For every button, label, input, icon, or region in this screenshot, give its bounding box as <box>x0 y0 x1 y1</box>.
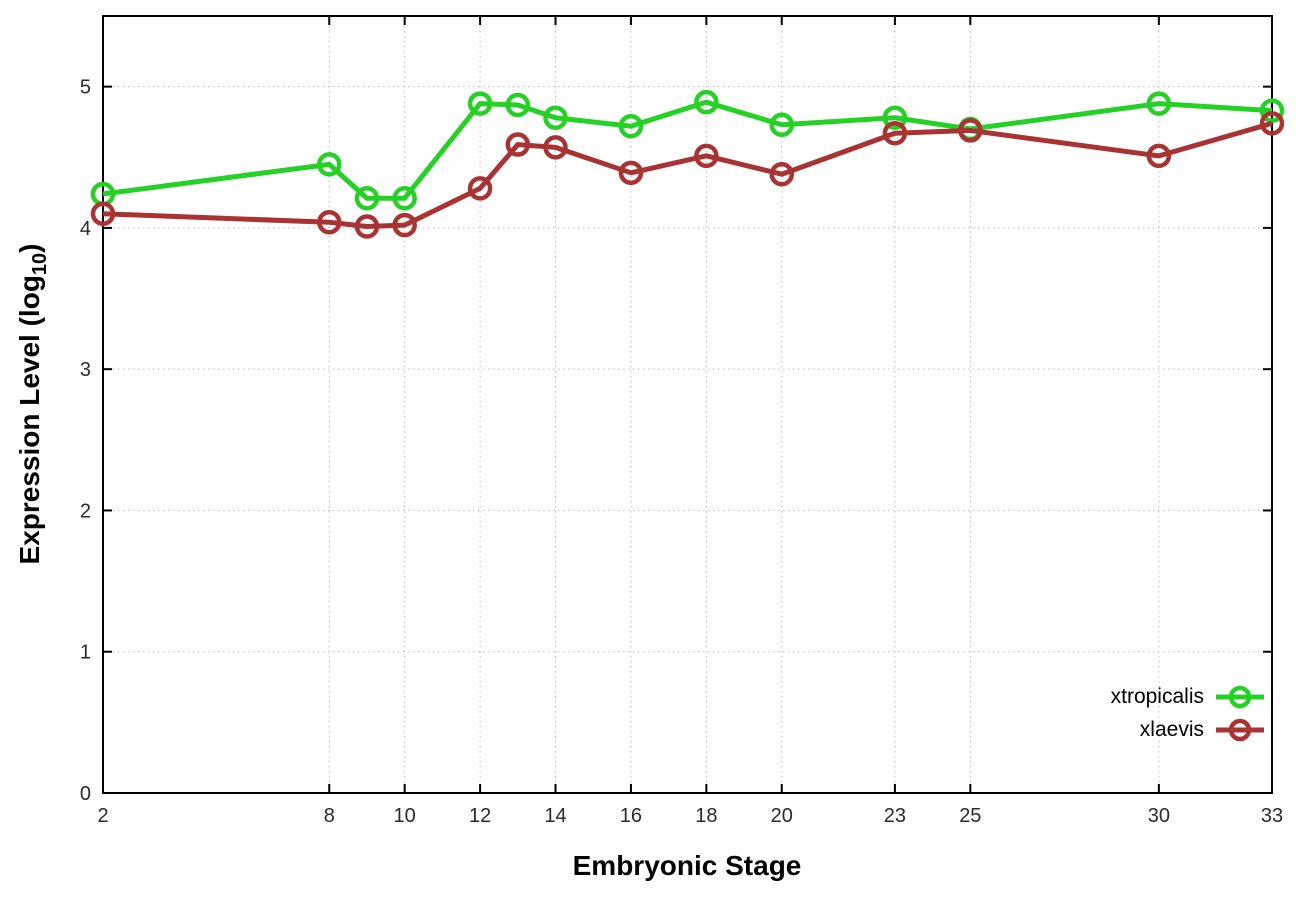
legend-item-xtropicalis: xtropicalis <box>1111 683 1266 711</box>
data-point-xlaevis <box>618 160 644 186</box>
series-line-xtropicalis <box>102 99 1273 201</box>
x-tick-label: 20 <box>771 805 793 827</box>
y-tick-label: 5 <box>80 77 91 99</box>
x-tick-label: 14 <box>544 805 566 827</box>
data-point-xtropicalis <box>618 113 644 139</box>
data-point-xlaevis <box>694 143 719 169</box>
x-tick-label: 33 <box>1261 805 1283 827</box>
x-tick-label: 10 <box>394 805 416 827</box>
data-point-xtropicalis <box>317 152 342 177</box>
series-line-xlaevis <box>102 120 1273 229</box>
data-point-xtropicalis <box>392 185 417 211</box>
y-tick-label: 3 <box>80 359 91 381</box>
data-point-xlaevis <box>467 176 493 201</box>
data-point-xlaevis <box>90 201 116 227</box>
legend-item-xlaevis: xlaevis <box>1140 716 1266 744</box>
plot-border <box>102 15 1273 794</box>
y-axis-label-text: Expression Level (log <box>14 275 46 565</box>
data-point-xlaevis <box>769 161 795 187</box>
data-point-xtropicalis <box>505 92 531 118</box>
tick-marks <box>102 16 1273 794</box>
x-tick-label: 16 <box>620 805 642 827</box>
x-tick-label: 30 <box>1148 805 1170 827</box>
data-point-xlaevis <box>543 135 568 160</box>
data-point-xlaevis <box>958 118 983 143</box>
data-point-xtropicalis <box>543 105 568 130</box>
y-tick-label: 4 <box>80 218 91 240</box>
x-tick-label: 8 <box>324 805 335 827</box>
data-point-xlaevis <box>1146 143 1172 169</box>
data-point-xlaevis <box>882 121 908 146</box>
y-axis-label-subscript: 10 <box>28 252 51 276</box>
x-axis-label: Embryonic Stage <box>572 850 802 881</box>
y-tick-label: 1 <box>80 642 91 664</box>
y-tick-label: 2 <box>80 500 91 522</box>
legend-label-xtropicalis: xtropicalis <box>1110 685 1204 708</box>
x-tick-label: 25 <box>959 805 981 827</box>
legend-marker-xtropicalis <box>1216 685 1264 709</box>
legend: xtropicalis xlaevis <box>1111 683 1266 744</box>
data-point-xlaevis <box>1259 111 1285 136</box>
data-point-xtropicalis <box>1146 91 1172 116</box>
y-axis-label-close: ) <box>14 243 46 253</box>
gridlines <box>103 16 1272 793</box>
data-point-xlaevis <box>392 212 417 238</box>
data-point-xtropicalis <box>467 91 493 116</box>
data-point-xtropicalis <box>769 112 795 138</box>
data-point-xtropicalis <box>694 89 719 115</box>
data-point-xtropicalis <box>882 105 908 130</box>
series-xtropicalis <box>90 89 1285 211</box>
x-tick-label: 23 <box>884 805 906 827</box>
data-point-xlaevis <box>354 214 380 239</box>
x-tick-label: 2 <box>97 805 108 827</box>
legend-marker-xlaevis <box>1216 718 1264 742</box>
x-tick-label: 18 <box>695 805 717 827</box>
y-tick-label: 0 <box>80 783 91 805</box>
series-xlaevis <box>90 111 1285 239</box>
legend-label-xlaevis: xlaevis <box>1139 718 1204 741</box>
data-point-xlaevis <box>317 210 342 235</box>
data-point-xlaevis <box>505 132 531 157</box>
x-tick-label: 12 <box>469 805 491 827</box>
data-point-xtropicalis <box>1259 98 1285 123</box>
y-axis-label: Expression Level (log10) <box>14 244 52 565</box>
data-point-xtropicalis <box>354 185 380 211</box>
